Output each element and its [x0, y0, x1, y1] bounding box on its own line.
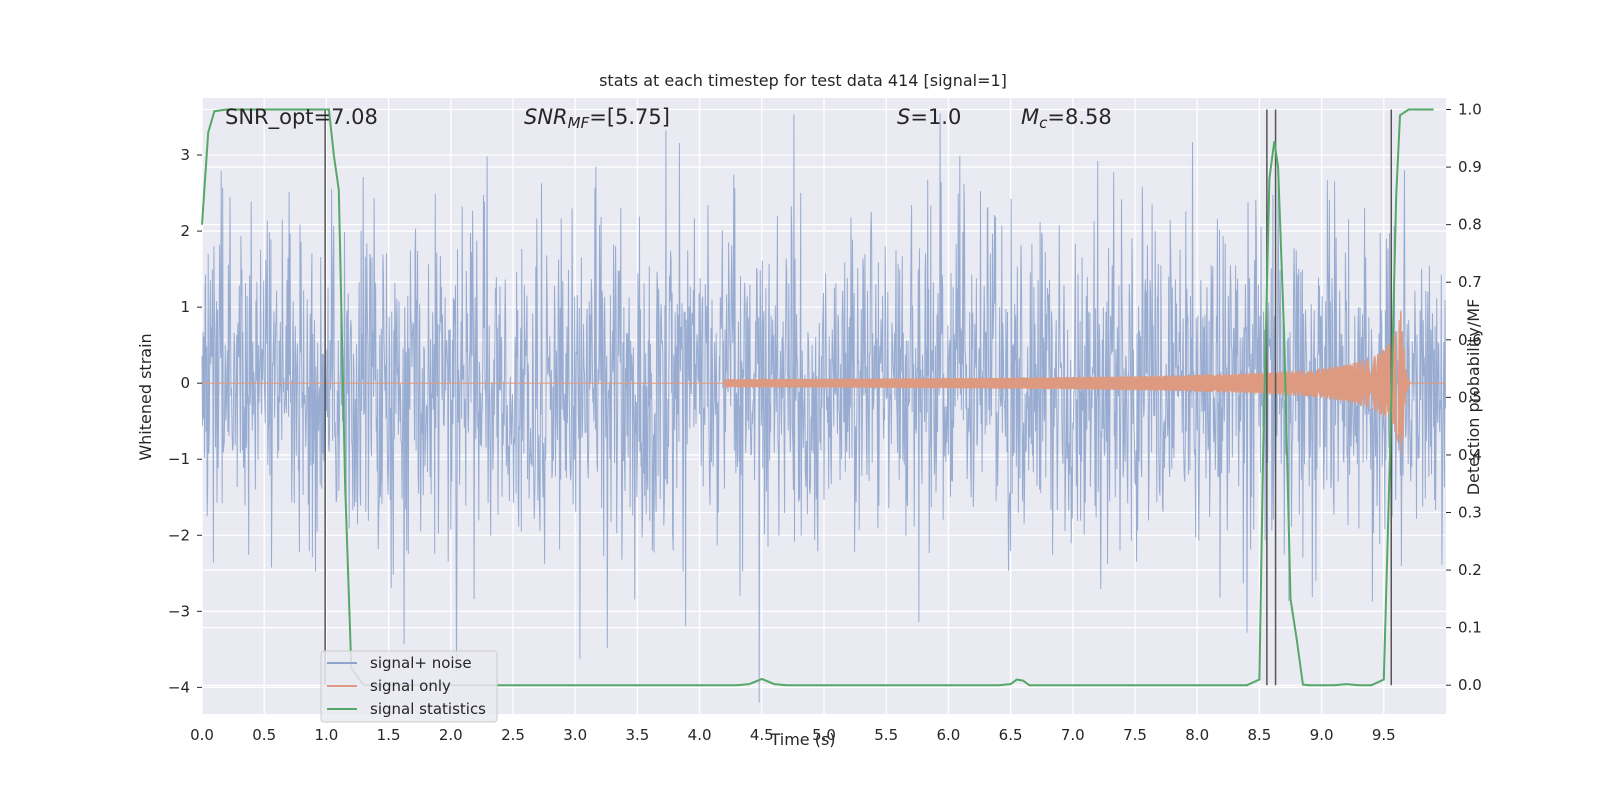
annotation-s-value: =1.0 — [910, 105, 961, 129]
annotation-mc: Mc=8.58 — [1021, 105, 1112, 132]
left-y-tick-label: 1 — [180, 298, 190, 316]
right-y-tick-label: 0.8 — [1458, 216, 1482, 234]
left-y-tick-labels: 3 2 1 0 −1 −2 −3 −4 — [168, 146, 202, 696]
annotation-mc-value: =8.58 — [1047, 105, 1111, 129]
annotation-s: S=1.0 — [897, 105, 961, 129]
legend-label-signal-statistics: signal statistics — [370, 700, 486, 718]
x-tick-label: 7.5 — [1123, 726, 1147, 744]
x-tick-label: 3.5 — [625, 726, 649, 744]
x-tick-label: 2.5 — [501, 726, 525, 744]
annotation-snr-mf: SNRMF=[5.75] — [524, 105, 670, 132]
x-tick-label: 5.5 — [874, 726, 898, 744]
signal-only-line — [202, 310, 1446, 454]
right-y-tick-label: 0.2 — [1458, 561, 1482, 579]
x-tick-label: 9.0 — [1310, 726, 1334, 744]
left-y-tick-label: −4 — [168, 678, 190, 696]
annotation-s-name: S — [897, 105, 910, 129]
x-tick-label: 9.5 — [1372, 726, 1396, 744]
annotation-snr-mf-name: SNR — [524, 105, 568, 129]
x-tick-label: 5.0 — [812, 726, 836, 744]
x-tick-label: 1.5 — [377, 726, 401, 744]
x-axis-label: Time (s) — [769, 730, 835, 749]
right-y-tick-label: 0.0 — [1458, 676, 1482, 694]
right-y-tick-label: 1.0 — [1458, 101, 1482, 119]
annotation-mc-name: M — [1021, 105, 1039, 129]
right-y-tick-labels: 1.0 0.9 0.8 0.7 0.6 0.5 0.4 0.3 0.2 0.1 0.0 — [1446, 101, 1482, 694]
right-y-tick-label: 0.5 — [1458, 388, 1482, 406]
left-y-axis-label: Whitened strain — [136, 333, 155, 460]
x-tick-label: 8.5 — [1247, 726, 1271, 744]
x-tick-label: 3.0 — [563, 726, 587, 744]
signal-only-series — [202, 310, 1446, 454]
annotation-mc-sub: c — [1039, 114, 1048, 132]
signal-statistics-series — [201, 108, 1434, 687]
left-y-tick-label: −3 — [168, 602, 190, 620]
x-tick-label: 4.0 — [688, 726, 712, 744]
signal-noise-line — [201, 113, 1446, 703]
right-y-tick-label: 0.6 — [1458, 331, 1482, 349]
x-tick-label: 8.0 — [1185, 726, 1209, 744]
legend-box — [320, 650, 498, 723]
x-tick-label: 6.0 — [936, 726, 960, 744]
signal-noise-series — [201, 113, 1446, 703]
x-tick-labels: 0.0 0.5 1.0 1.5 2.0 2.5 3.0 3.5 4.0 4.5 5.0 5.5 6.0 6… — [190, 726, 1396, 744]
annotation-snr-opt: SNR_opt=7.08 — [225, 105, 378, 130]
x-tick-label: 4.5 — [750, 726, 774, 744]
right-y-tick-label: 0.4 — [1458, 446, 1482, 464]
right-y-tick-label: 0.1 — [1458, 619, 1482, 637]
x-tick-label: 1.0 — [314, 726, 338, 744]
right-y-axis-label: Detection probability/MF — [1464, 299, 1483, 496]
signal-statistics-line — [201, 108, 1434, 687]
legend-label-signal-noise: signal+ noise — [370, 654, 472, 672]
x-tick-label: 6.5 — [999, 726, 1023, 744]
right-y-tick-label: 0.9 — [1458, 158, 1482, 176]
annotation-snr-mf-value: =[5.75] — [589, 105, 670, 129]
right-y-tick-label: 0.7 — [1458, 273, 1482, 291]
right-y-tick-label: 0.3 — [1458, 504, 1482, 522]
x-tick-label: 2.0 — [439, 726, 463, 744]
chart-title: stats at each timestep for test data 414… — [599, 71, 1007, 90]
annotation-snr-mf-sub: MF — [568, 114, 590, 132]
left-y-tick-label: 0 — [180, 374, 190, 392]
left-y-tick-label: −2 — [168, 526, 190, 544]
x-tick-label: 0.5 — [252, 726, 276, 744]
x-tick-label: 7.0 — [1061, 726, 1085, 744]
x-tick-label: 0.0 — [190, 726, 214, 744]
legend: signal+ noise signal only signal statist… — [320, 650, 498, 723]
left-y-tick-label: 3 — [180, 146, 190, 164]
legend-label-signal-only: signal only — [370, 677, 451, 695]
left-y-tick-label: −1 — [168, 450, 190, 468]
left-y-tick-label: 2 — [180, 222, 190, 240]
